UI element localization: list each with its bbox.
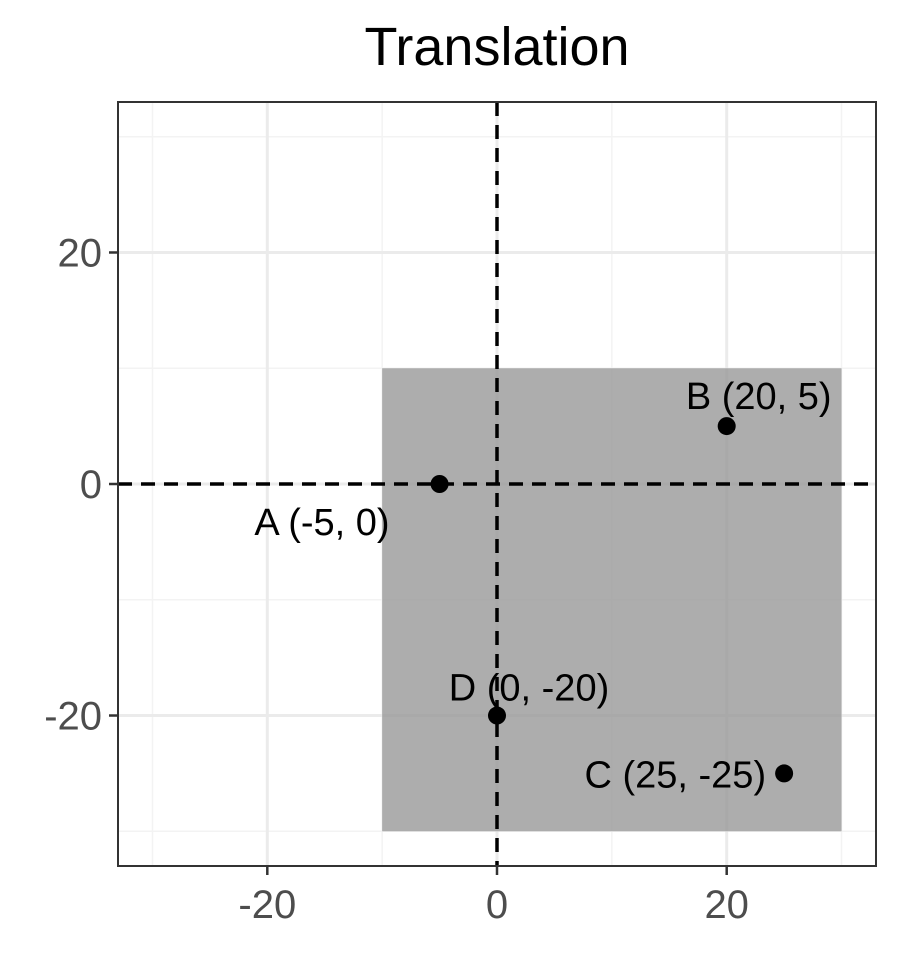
data-point	[775, 764, 794, 783]
point-label: A (-5, 0)	[254, 502, 389, 544]
y-tick-label: -20	[44, 695, 102, 739]
x-tick-label: 0	[486, 883, 508, 927]
point-label: C (25, -25)	[584, 754, 766, 796]
y-tick-label: 0	[80, 463, 102, 507]
plot-area: A (-5, 0) B (20, 5) C (25, -25) D (0, -20) -…	[44, 101, 877, 927]
x-tick-label: -20	[238, 883, 296, 927]
point-label: B (20, 5)	[686, 376, 832, 418]
shaded-region	[382, 368, 842, 832]
data-point	[430, 475, 449, 493]
y-tick-label: 20	[58, 231, 103, 275]
x-tick-label: 20	[704, 883, 749, 927]
chart-title: Translation	[364, 17, 629, 77]
point-label: D (0, -20)	[449, 668, 609, 710]
data-point	[488, 706, 506, 725]
data-point	[717, 417, 736, 436]
